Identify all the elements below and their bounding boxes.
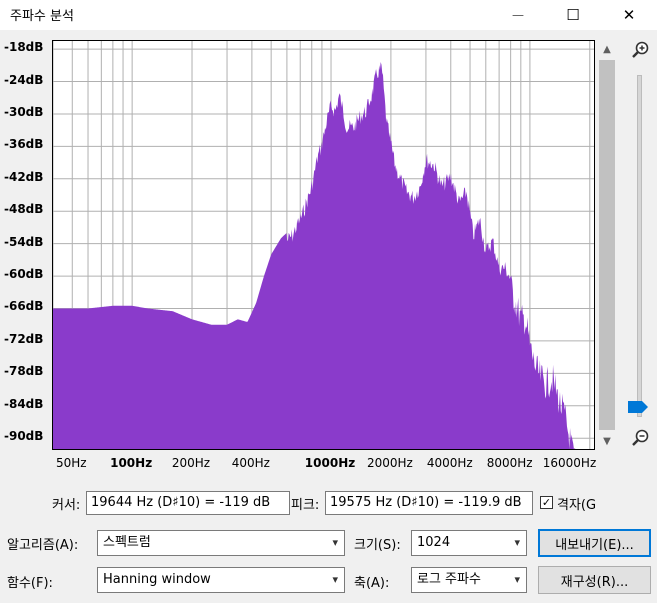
scroll-up-arrow[interactable]: ▲ [597,40,617,58]
y-tick-label: -48dB [4,202,44,217]
y-tick-label: -18dB [4,40,44,55]
close-icon: ✕ [622,6,636,24]
x-tick-label: 50Hz [55,456,87,470]
chevron-down-icon: ▾ [332,536,338,549]
check-icon: ✓ [541,496,552,509]
grid-checkbox-label: 격자(G) [557,498,597,513]
algorithm-label: 알고리즘(A): [7,538,79,553]
x-tick-label: 2000Hz [366,456,413,470]
size-label: 크기(S): [354,538,401,553]
chevron-down-icon: ▾ [332,573,338,586]
maximize-icon: ☐ [566,6,580,24]
scroll-down-arrow[interactable]: ▼ [597,432,617,450]
x-tick-label: 200Hz [171,456,211,470]
chevron-down-icon: ▾ [514,573,520,586]
x-tick-label: 16000Hz [542,456,597,470]
maximize-button[interactable]: ☐ [550,0,596,30]
y-tick-label: -66dB [4,299,44,314]
function-value: Hanning window [103,572,211,587]
y-tick-label: -24dB [4,72,44,87]
x-tick-label: 1000Hz [304,456,356,470]
chevron-down-icon: ▾ [514,536,520,549]
x-tick-label: 8000Hz [486,456,533,470]
zoom-slider-thumb[interactable] [628,401,648,413]
cursor-value-field: 19644 Hz (D♯10) = -119 dB [86,491,290,515]
y-tick-label: -42dB [4,169,44,184]
x-tick-label: 4000Hz [426,456,473,470]
scrollbar-thumb[interactable] [599,60,615,430]
y-tick-label: -54dB [4,234,44,249]
y-tick-label: -30dB [4,104,44,119]
grid-checkbox[interactable]: ✓ [540,496,553,509]
y-tick-label: -72dB [4,331,44,346]
algorithm-select[interactable]: 스펙트럼 ▾ [97,530,345,556]
y-tick-label: -60dB [4,267,44,282]
spectrum-svg [53,41,594,449]
close-button[interactable]: ✕ [606,0,652,30]
axis-select[interactable]: 로그 주파수 ▾ [411,567,527,593]
zoom-slider-track[interactable] [637,75,642,417]
zoom-in-icon[interactable] [630,40,650,60]
chevron-up-icon: ▲ [603,43,611,55]
zoom-out-icon[interactable] [630,428,650,448]
function-label: 함수(F): [7,576,53,591]
minimize-icon: — [512,8,524,22]
export-button[interactable]: 내보내기(E)... [538,529,651,557]
x-tick-label: 100Hz [110,456,153,470]
y-tick-label: -78dB [4,364,44,379]
algorithm-value: 스펙트럼 [103,535,151,550]
title-bar [0,0,657,30]
chevron-down-icon: ▼ [603,435,611,447]
y-tick-label: -90dB [4,429,44,444]
peak-value-field: 19575 Hz (D♯10) = -119.9 dB [325,491,533,515]
function-select[interactable]: Hanning window ▾ [97,567,345,593]
size-select[interactable]: 1024 ▾ [411,530,527,556]
size-value: 1024 [417,535,451,550]
spectrum-plot[interactable] [52,40,595,450]
x-tick-label: 400Hz [231,456,270,470]
replot-button[interactable]: 재구성(R)... [538,566,651,594]
window-title: 주파수 분석 [10,9,74,24]
y-tick-label: -36dB [4,137,44,152]
cursor-label: 커서: [52,498,81,513]
y-tick-label: -84dB [4,396,44,411]
axis-value: 로그 주파수 [417,572,481,587]
peak-label: 피크: [291,498,320,513]
axis-label: 축(A): [354,576,390,591]
spectrum-area [53,61,594,449]
minimize-button[interactable]: — [495,0,541,30]
